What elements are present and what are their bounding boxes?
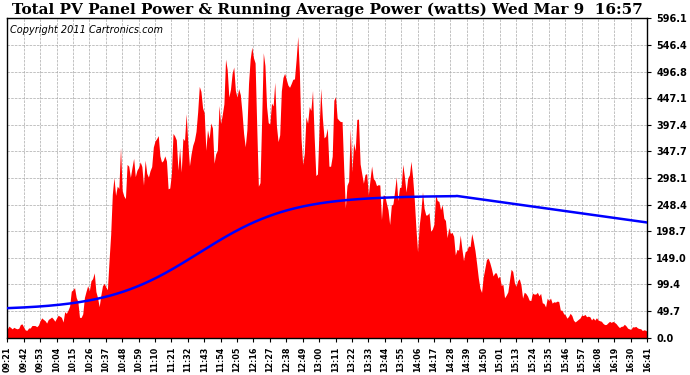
Text: Copyright 2011 Cartronics.com: Copyright 2011 Cartronics.com [10,25,164,35]
Title: Total PV Panel Power & Running Average Power (watts) Wed Mar 9  16:57: Total PV Panel Power & Running Average P… [12,3,642,17]
